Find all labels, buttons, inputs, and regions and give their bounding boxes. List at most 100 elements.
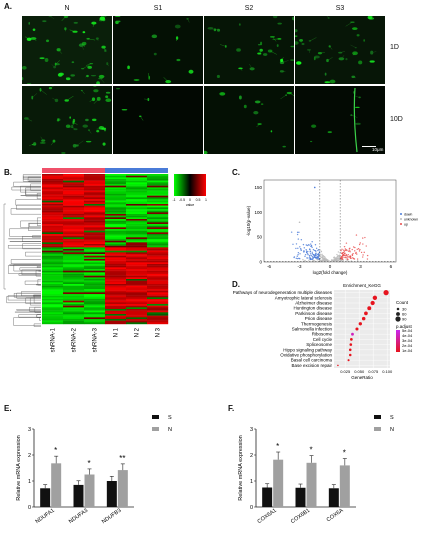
- heatmap-cell: [126, 274, 148, 276]
- fluorescent-cell: [153, 52, 157, 56]
- volcano-point: [295, 247, 297, 250]
- heatmap-cell: [105, 260, 127, 263]
- volcano-point: [336, 256, 339, 258]
- x-tick: -3: [298, 264, 302, 269]
- volcano-point: [310, 254, 312, 257]
- micrograph-s3-10d-texture: [309, 87, 361, 153]
- col-header-s2: S2: [244, 5, 254, 12]
- heatmap-cell: [84, 302, 106, 305]
- heatmap-cell: [63, 262, 85, 265]
- fluorescent-cell: [253, 111, 259, 115]
- heatmap-cell: [63, 187, 85, 190]
- sample-label: N 3: [156, 327, 162, 337]
- volcano-point: [346, 257, 348, 259]
- fluorescent-cell: [115, 88, 121, 90]
- heatmap-cell: [42, 304, 64, 306]
- heatmap-cell: [42, 225, 64, 228]
- heatmap-cell: [42, 212, 64, 215]
- volcano-point: [307, 250, 309, 253]
- neurite: [107, 63, 109, 67]
- heatmap-cell: [42, 250, 64, 253]
- heatmap-cell: [63, 210, 85, 213]
- heatmap-cell: [42, 295, 64, 298]
- heatmap-cell: [105, 175, 127, 178]
- heatmap-cell: [42, 285, 64, 288]
- neurite: [260, 50, 262, 54]
- volcano-point: [300, 239, 303, 241]
- heatmap-cell: [126, 320, 148, 323]
- heatmap-cell: [105, 182, 127, 185]
- heatmap-cell: [105, 320, 127, 323]
- heatmap-cell: [84, 292, 106, 295]
- volcano-point: [305, 249, 307, 251]
- fluorescent-cell: [61, 152, 66, 154]
- heatmap-cell: [84, 187, 106, 190]
- bar-n: [273, 459, 284, 507]
- volcano-point: [312, 256, 314, 259]
- heatmap-cell: [147, 222, 169, 225]
- heatmap-cell: [84, 255, 106, 258]
- heatmap-cell: [147, 264, 169, 266]
- heatmap-cell: [42, 182, 64, 185]
- panel-c-label: C.: [232, 168, 240, 177]
- heatmap-cell: [42, 315, 64, 318]
- heatmap-cell: [126, 294, 148, 296]
- volcano-point: [346, 261, 349, 263]
- heatmap-cell: [147, 219, 169, 221]
- heatmap-cell: [105, 287, 127, 290]
- heatmap-cell: [105, 187, 127, 190]
- fluorescent-cell: [57, 73, 63, 77]
- heatmap-cell: [147, 242, 169, 245]
- heatmap-cell: [42, 297, 64, 300]
- micrograph-s2-1d-texture: [207, 16, 294, 79]
- heatmap-cell: [42, 209, 64, 211]
- volcano-point: [344, 249, 347, 252]
- heatmap-cell: [147, 295, 169, 298]
- heatmap-cell: [105, 305, 127, 308]
- heatmap-cell: [126, 219, 148, 221]
- dendrogram-branch: [22, 243, 41, 250]
- heatmap-cell: [84, 289, 106, 291]
- volcano-point: [296, 257, 299, 260]
- fluorescent-cell: [290, 59, 294, 61]
- heatmap-cell: [105, 292, 127, 295]
- volcano-point: [352, 252, 354, 255]
- y-tick: 0: [259, 260, 262, 265]
- volcano-point: [317, 248, 320, 251]
- scale-bar-line: [362, 146, 376, 147]
- heatmap-cell: [126, 227, 148, 230]
- heatmap-cell: [105, 302, 127, 305]
- heatmap-cell: [126, 225, 148, 228]
- heatmap-cell: [126, 229, 148, 231]
- fluorescent-cell: [85, 140, 92, 143]
- heatmap-cell: [105, 235, 127, 238]
- heatmap-cell: [63, 312, 85, 315]
- y-tick: 1: [28, 479, 31, 485]
- dendrogram-branch: [37, 217, 41, 226]
- plot-title: Enrichment_KeGG: [343, 283, 381, 288]
- term-label: Basal cell carcinoma: [291, 358, 333, 363]
- term-label: Prion disease: [305, 316, 333, 321]
- volcano-point: [303, 250, 305, 253]
- heatmap-cell: [63, 214, 85, 216]
- heatmap-cell: [105, 244, 127, 246]
- fluorescent-cell: [238, 95, 242, 100]
- count-legend-label: 30: [402, 307, 407, 312]
- heatmap-cell: [42, 249, 64, 251]
- legend-swatch: [152, 415, 159, 419]
- fluorescent-cell: [243, 104, 247, 109]
- neurite: [69, 29, 76, 32]
- dendrogram-branch: [25, 189, 41, 197]
- volcano-point: [306, 244, 309, 247]
- heatmap-cell: [84, 264, 106, 266]
- heatmap-cell: [147, 289, 169, 291]
- volcano-point: [321, 253, 323, 255]
- heatmap-cell: [147, 275, 169, 278]
- heatmap-cell: [63, 179, 85, 181]
- x-axis-label: GeneRatio: [351, 375, 373, 380]
- y-tick: 0: [250, 505, 253, 511]
- heatmap-cell: [42, 277, 64, 280]
- heatmap-cell: [126, 290, 148, 293]
- volcano-point: [354, 246, 356, 249]
- heatmap-cell: [63, 200, 85, 203]
